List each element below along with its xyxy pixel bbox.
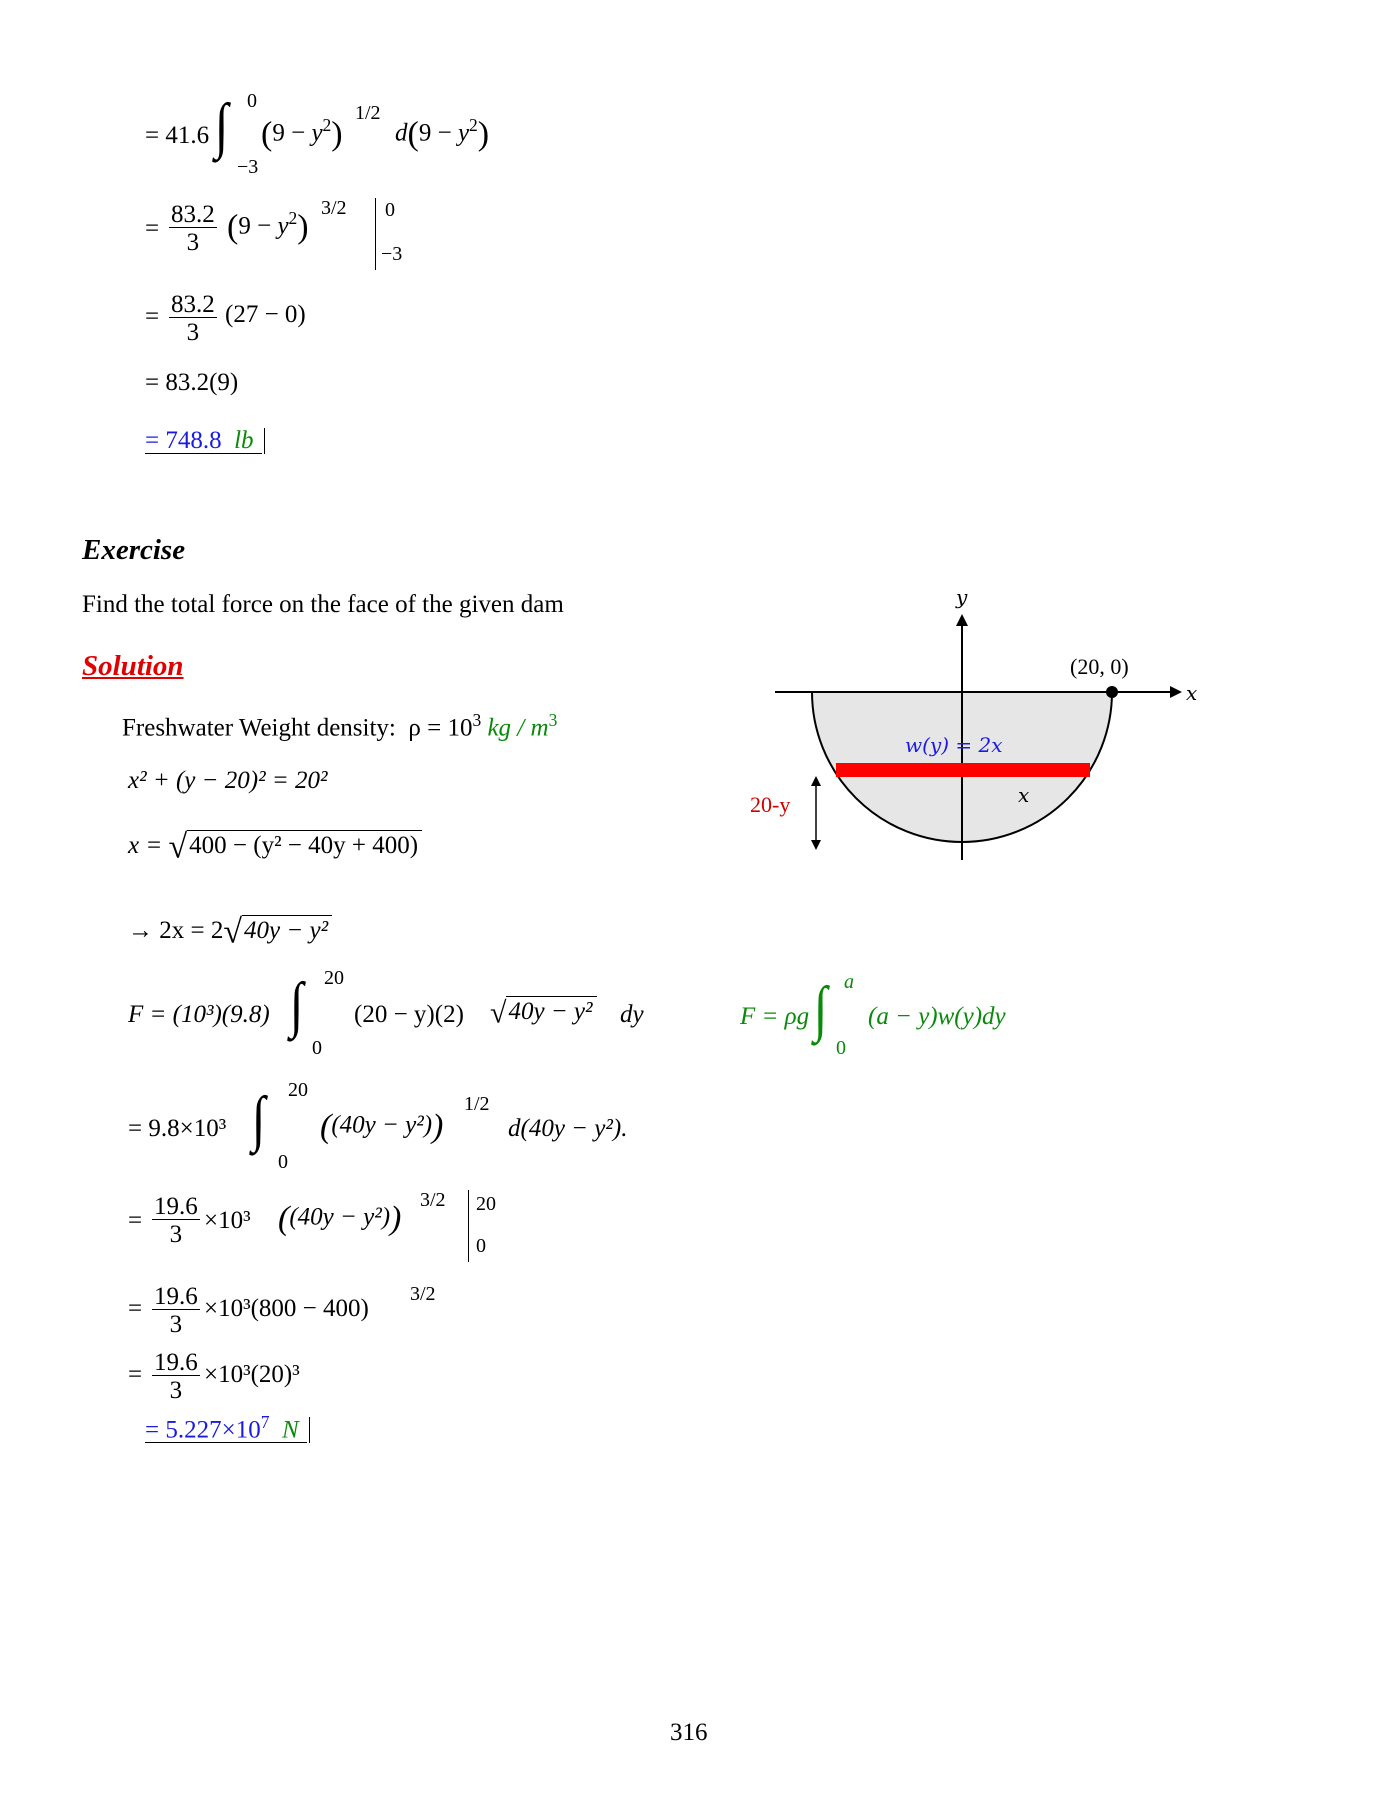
x-axis-label: x: [1186, 681, 1197, 705]
horizontal-strip: [836, 763, 1090, 777]
strip-label: w(y) = 2x: [905, 733, 1003, 757]
upper-line-4: = 83.2(9): [145, 369, 239, 396]
y-axis-label: y: [955, 590, 968, 609]
solution-heading: Solution: [82, 650, 184, 682]
point-20-0: [1106, 686, 1118, 698]
exercise-heading: Exercise: [82, 534, 186, 566]
width-equation: → 2x = 2√40y − y²: [128, 915, 333, 949]
density-line: Freshwater Weight density: ρ = 103 kg / …: [122, 710, 558, 742]
half-width-label: x: [1018, 783, 1029, 807]
upper-result: = 748.8 lb: [145, 428, 265, 454]
exercise-statement: Find the total force on the face of the …: [82, 591, 564, 618]
force-result: = 5.227×107 N: [145, 1413, 310, 1444]
page-number: 316: [670, 1719, 708, 1746]
x-equation: x = √400 − (y² − 40y + 400): [128, 830, 423, 864]
depth-label: 20-y: [750, 792, 790, 817]
y-axis-arrow: [956, 614, 968, 626]
x-axis-arrow: [1170, 686, 1182, 698]
dam-diagram: y x (20, 0) w(y) = 2x x 20-y: [750, 590, 1197, 860]
circle-equation: x² + (y − 20)² = 20²: [128, 767, 328, 794]
point-label: (20, 0): [1070, 654, 1129, 679]
